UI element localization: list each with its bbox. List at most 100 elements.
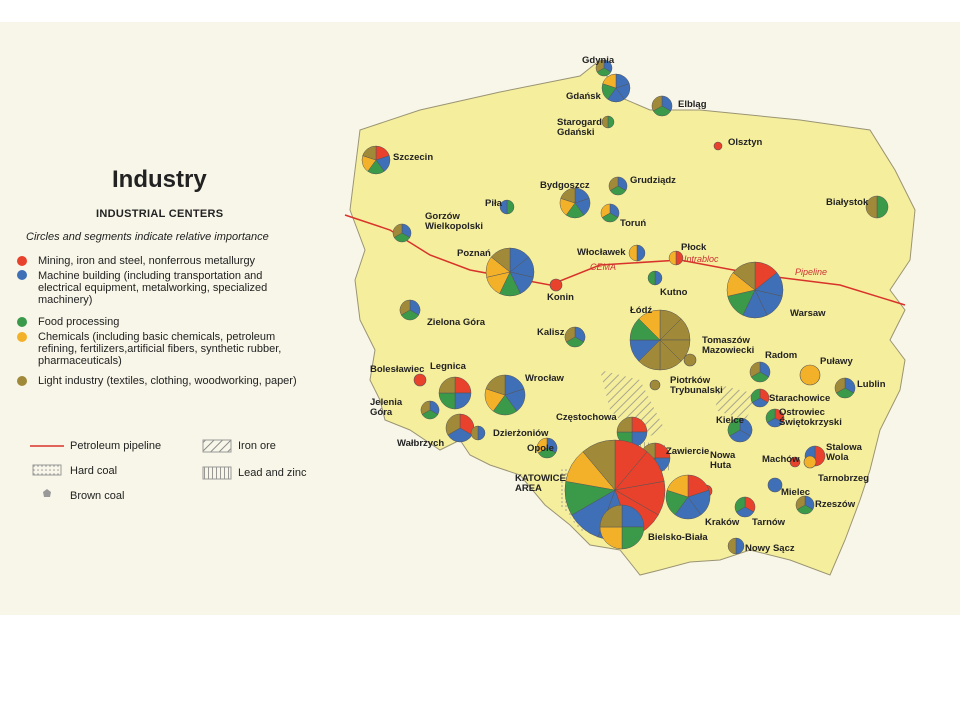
city-label: Lublin [857,379,886,390]
pie-segment [490,247,511,273]
pie-segment [749,361,761,378]
city-label: Łódź [630,305,653,316]
pipeline-label: CEMA [590,262,617,272]
pie-segment [795,495,806,510]
legend-swatch [17,270,27,280]
pie-segment [666,474,689,498]
legend-swatch [17,376,27,386]
pie-segment [445,413,461,436]
city-label: Konin [547,292,574,303]
city-label: Ostrowiec Świętokrzyski [779,407,842,428]
legend-symbol: Hard coal [70,465,118,477]
city-label: Nowa Huta [710,450,736,471]
pie-segment [834,377,846,394]
pie-segment [668,250,677,266]
legend-hard-coal [32,464,62,476]
city-label: Elbląg [678,99,707,110]
pipeline-label: Pipeline [795,267,828,277]
pie-segment [438,376,456,394]
subtitle: INDUSTRIAL CENTERS [96,208,224,220]
pie-segment [536,437,548,454]
city-label: Białystok [826,197,869,208]
pie [789,456,801,468]
pie [799,364,821,386]
pie-segment [485,374,506,396]
city-label: Radom [765,350,798,361]
pie-segment [621,526,645,550]
pipeline-label: Intrabloc [684,254,719,264]
city-label: Częstochowa [556,412,617,423]
legend-iron-ore [202,439,232,453]
pie-segment [654,270,663,286]
city-label: Nowy Sącz [745,543,795,554]
city-label: Dzierżoniów [493,428,549,439]
city-label: Kalisz [537,327,565,338]
legend-swatch [17,332,27,342]
pie-segment [750,388,761,403]
pies [361,59,889,555]
legend-item: Light industry (textiles, clothing, wood… [38,375,297,387]
city-label: Tarnów [752,517,786,528]
pie-segment [647,270,656,286]
pie-segment [599,504,623,528]
pie-segment [595,59,605,73]
city-label: Poznań [457,248,491,259]
pie-segment [616,416,633,433]
city-label: Olsztyn [728,137,763,148]
poland [349,59,916,576]
pie [803,455,817,469]
title: Industry [112,166,207,193]
pie [649,379,661,391]
city-label: Starogard Gdański [557,117,602,138]
pie-segment [420,400,431,415]
city-label: Gorzów Wielkopolski [425,211,483,232]
pie [767,477,783,493]
legend-brown-coal [43,489,51,497]
city-label: Tomaszów Mazowiecki [702,335,755,356]
iron-ore-area [715,385,760,420]
pie-segment [399,299,411,316]
pie-segment [628,244,638,262]
city-label: Włocławek [577,247,626,258]
pie-segment [499,199,508,215]
pie-segment [477,425,486,441]
pie-segment [729,429,751,443]
pie-segment [600,203,611,218]
city-label: Rzeszów [815,499,856,510]
pie-segment [608,176,619,191]
pie-segment [470,425,479,441]
pie-segment [621,504,645,528]
city-label: Szczecin [393,152,434,163]
pie [549,278,563,292]
city-label: Zawiercie [666,446,710,457]
pie-segment [636,244,646,262]
pie-segment [727,417,741,437]
city-label: Toruń [620,218,647,229]
legend-symbol: Petroleum pipeline [70,440,162,452]
city-label: Piotrków Trybunalski [670,375,723,396]
pie-segment [392,223,403,238]
pie-segment [732,261,756,291]
pie-segment [607,115,615,129]
pie-segment [564,326,576,343]
pie-segment [506,199,515,215]
city-label: Jelenia Góra [370,397,403,418]
city-label: KATOWICE AREA [515,473,566,494]
pie-segment [876,195,889,219]
pie-segment [734,496,746,513]
legend-item: Machine building (including transportati… [38,270,268,306]
legend-item: Mining, iron and steel, nonferrous metal… [38,255,256,267]
city-label: Wałbrzych [397,438,445,449]
city-label: Kraków [705,517,740,528]
pipeline [344,214,906,306]
city-label: Płock [681,242,707,253]
legend-lead-zinc [202,466,232,480]
legend-item: Chemicals (including basic chemicals, pe… [38,331,282,367]
city-label: Wrocław [525,373,564,384]
legend-symbol: Brown coal [70,490,125,502]
pie-segment [638,309,661,341]
pie-segment [560,187,576,204]
pie-segment [814,445,826,467]
pie [413,373,427,387]
